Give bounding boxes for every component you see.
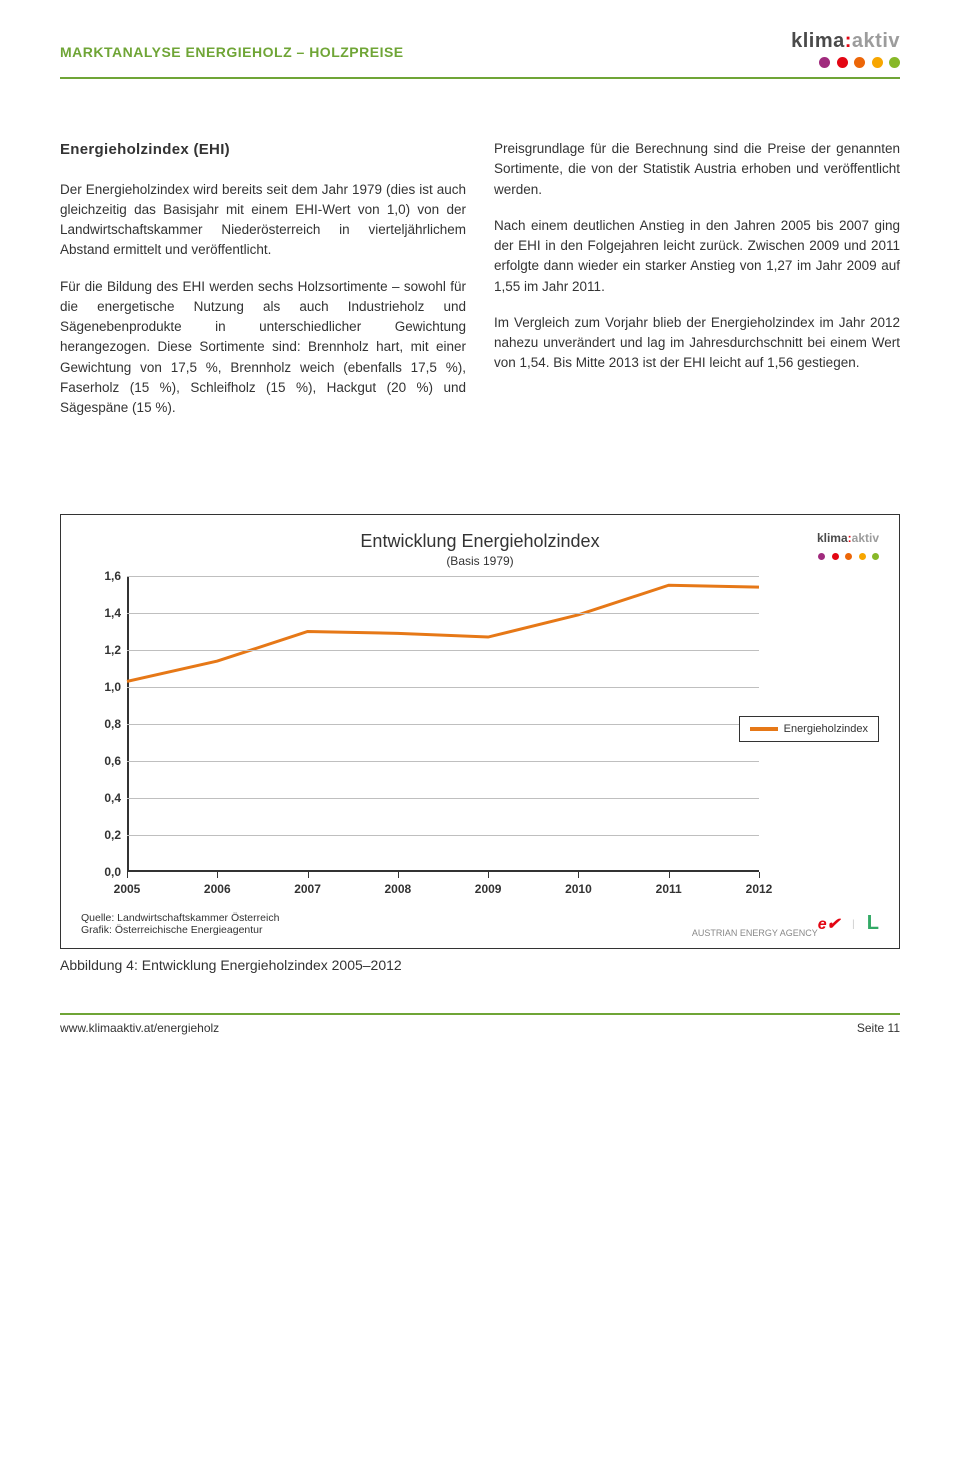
x-tick-label: 2008: [384, 882, 411, 896]
chart-title-box: Entwicklung Energieholzindex (Basis 1979…: [161, 531, 799, 568]
gridline: [127, 613, 759, 614]
x-tick-label: 2011: [656, 882, 682, 896]
y-tick-label: 0,4: [81, 791, 121, 805]
y-tick-label: 1,4: [81, 606, 121, 620]
brand-logo: klima:aktiv: [791, 30, 900, 73]
paragraph: Preisgrundlage für die Berechnung sind d…: [494, 139, 900, 200]
dot-icon: [889, 57, 900, 68]
dot-icon: [859, 553, 866, 560]
dot-icon: [854, 57, 865, 68]
figure-caption: Abbildung 4: Entwicklung Energieholzinde…: [60, 957, 900, 973]
section-title: Energieholzindex (EHI): [60, 139, 466, 162]
chart-plot: [127, 576, 759, 872]
y-tick-label: 1,6: [81, 569, 121, 583]
footer-page: Seite 11: [857, 1021, 900, 1035]
y-tick-label: 1,2: [81, 643, 121, 657]
dot-icon: [818, 553, 825, 560]
chart-container: Entwicklung Energieholzindex (Basis 1979…: [60, 514, 900, 949]
gridline: [127, 835, 759, 836]
chart-header-row: Entwicklung Energieholzindex (Basis 1979…: [81, 531, 879, 568]
gridline: [127, 761, 759, 762]
gridline: [127, 576, 759, 577]
chart-legend: Energieholzindex: [739, 716, 879, 742]
ea-logo-icon: e✔: [818, 914, 840, 934]
logo-klima: klima: [791, 30, 845, 52]
dot-icon: [837, 57, 848, 68]
y-tick-label: 0,6: [81, 754, 121, 768]
x-tick-mark: [759, 872, 760, 878]
chart-footer: e✔ | L Quelle: Landwirtschaftskammer Öst…: [81, 912, 879, 938]
logo-aktiv: aktiv: [852, 30, 900, 52]
x-tick-mark: [578, 872, 579, 878]
dot-icon: [832, 553, 839, 560]
x-tick-mark: [217, 872, 218, 878]
chart-bottom-logos: e✔ | L: [818, 912, 879, 935]
x-tick-mark: [669, 872, 670, 878]
y-tick-label: 0,8: [81, 717, 121, 731]
gridline: [127, 724, 759, 725]
chart-brand-logo: klima:aktiv: [799, 531, 879, 565]
y-tick-label: 0,2: [81, 828, 121, 842]
paragraph: Im Vergleich zum Vorjahr blieb der Energ…: [494, 313, 900, 374]
x-tick-label: 2009: [475, 882, 502, 896]
header-title: MARKTANALYSE ENERGIEHOLZ – HOLZPREISE: [60, 30, 404, 60]
dot-icon: [845, 553, 852, 560]
left-column: Energieholzindex (EHI) Der Energieholzin…: [60, 139, 466, 434]
legend-label: Energieholzindex: [784, 723, 868, 735]
chart-subtitle: (Basis 1979): [161, 554, 799, 568]
logo-text: klima:aktiv: [791, 30, 900, 53]
chart-logo-dots: [799, 547, 879, 565]
legend-swatch: [750, 727, 778, 731]
dot-icon: [872, 57, 883, 68]
logo-colon: :: [845, 30, 852, 52]
x-tick-label: 2005: [114, 882, 141, 896]
x-tick-mark: [308, 872, 309, 878]
page-footer: www.klimaaktiv.at/energieholz Seite 11: [60, 1013, 900, 1035]
chart-logo-text: klima:aktiv: [799, 531, 879, 545]
paragraph: Der Energieholzindex wird bereits seit d…: [60, 180, 466, 261]
x-tick-label: 2006: [204, 882, 231, 896]
l-logo-icon: L: [867, 912, 879, 935]
y-tick-label: 0,0: [81, 865, 121, 879]
y-tick-label: 1,0: [81, 680, 121, 694]
gridline: [127, 687, 759, 688]
gridline: [127, 650, 759, 651]
gridline: [127, 798, 759, 799]
chart-source: Quelle: Landwirtschaftskammer Österreich: [81, 912, 879, 924]
x-tick-mark: [127, 872, 128, 878]
dot-icon: [872, 553, 879, 560]
x-tick-label: 2007: [294, 882, 321, 896]
footer-url: www.klimaaktiv.at/energieholz: [60, 1021, 219, 1035]
x-tick-label: 2012: [746, 882, 773, 896]
x-tick-mark: [398, 872, 399, 878]
article-columns: Energieholzindex (EHI) Der Energieholzin…: [60, 139, 900, 434]
chart-area: Energieholzindex 0,0 0,2 0,4 0,6 0,8 1,0 1,2 1,…: [81, 576, 879, 906]
paragraph: Nach einem deutlichen Anstieg in den Jah…: [494, 216, 900, 297]
x-tick-label: 2010: [565, 882, 592, 896]
page-header: MARKTANALYSE ENERGIEHOLZ – HOLZPREISE kl…: [60, 30, 900, 79]
right-column: Preisgrundlage für die Berechnung sind d…: [494, 139, 900, 434]
logo-dots: [791, 55, 900, 73]
paragraph: Für die Bildung des EHI werden sechs Hol…: [60, 277, 466, 419]
dot-icon: [819, 57, 830, 68]
x-tick-mark: [488, 872, 489, 878]
chart-title: Entwicklung Energieholzindex: [161, 531, 799, 552]
